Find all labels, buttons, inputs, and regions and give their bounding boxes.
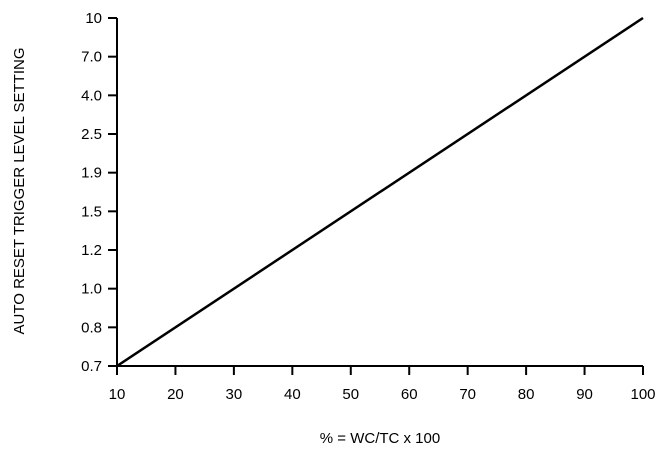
x-axis-title: % = WC/TC x 100 xyxy=(320,430,440,447)
x-tick-label: 30 xyxy=(226,386,243,403)
axes xyxy=(116,18,643,367)
y-tick-label: 1.5 xyxy=(81,203,102,220)
y-tick-label: 0.8 xyxy=(81,319,102,336)
y-tick-label: 7.0 xyxy=(81,49,102,66)
x-tick-label: 50 xyxy=(342,386,359,403)
y-tick-label: 10 xyxy=(85,10,102,27)
y-tick-label: 4.0 xyxy=(81,87,102,104)
x-tick-label: 20 xyxy=(167,386,184,403)
y-tick-label: 1.9 xyxy=(81,165,102,182)
x-tick-label: 100 xyxy=(630,386,655,403)
y-tick-label: 1.0 xyxy=(81,281,102,298)
y-tick-label: 1.2 xyxy=(81,242,102,259)
x-tick-label: 80 xyxy=(518,386,535,403)
series-group xyxy=(116,16,644,368)
y-axis-ticks: 0.7 0.8 1.0 1.2 1.5 1.9 2.5 4.0 7.0 10 xyxy=(81,10,117,375)
x-tick-label: 60 xyxy=(401,386,418,403)
y-tick-label: 2.5 xyxy=(81,126,102,143)
x-tick-label: 90 xyxy=(576,386,593,403)
y-axis-title: AUTO RESET TRIGGER LEVEL SETTING xyxy=(11,47,28,334)
x-tick-label: 10 xyxy=(109,386,126,403)
y-tick-label: 0.7 xyxy=(81,358,102,375)
x-tick-label: 70 xyxy=(459,386,476,403)
series-line xyxy=(116,16,644,368)
x-tick-label: 40 xyxy=(284,386,301,403)
x-axis-ticks: 10 20 30 40 50 60 70 80 90 100 xyxy=(109,366,656,403)
